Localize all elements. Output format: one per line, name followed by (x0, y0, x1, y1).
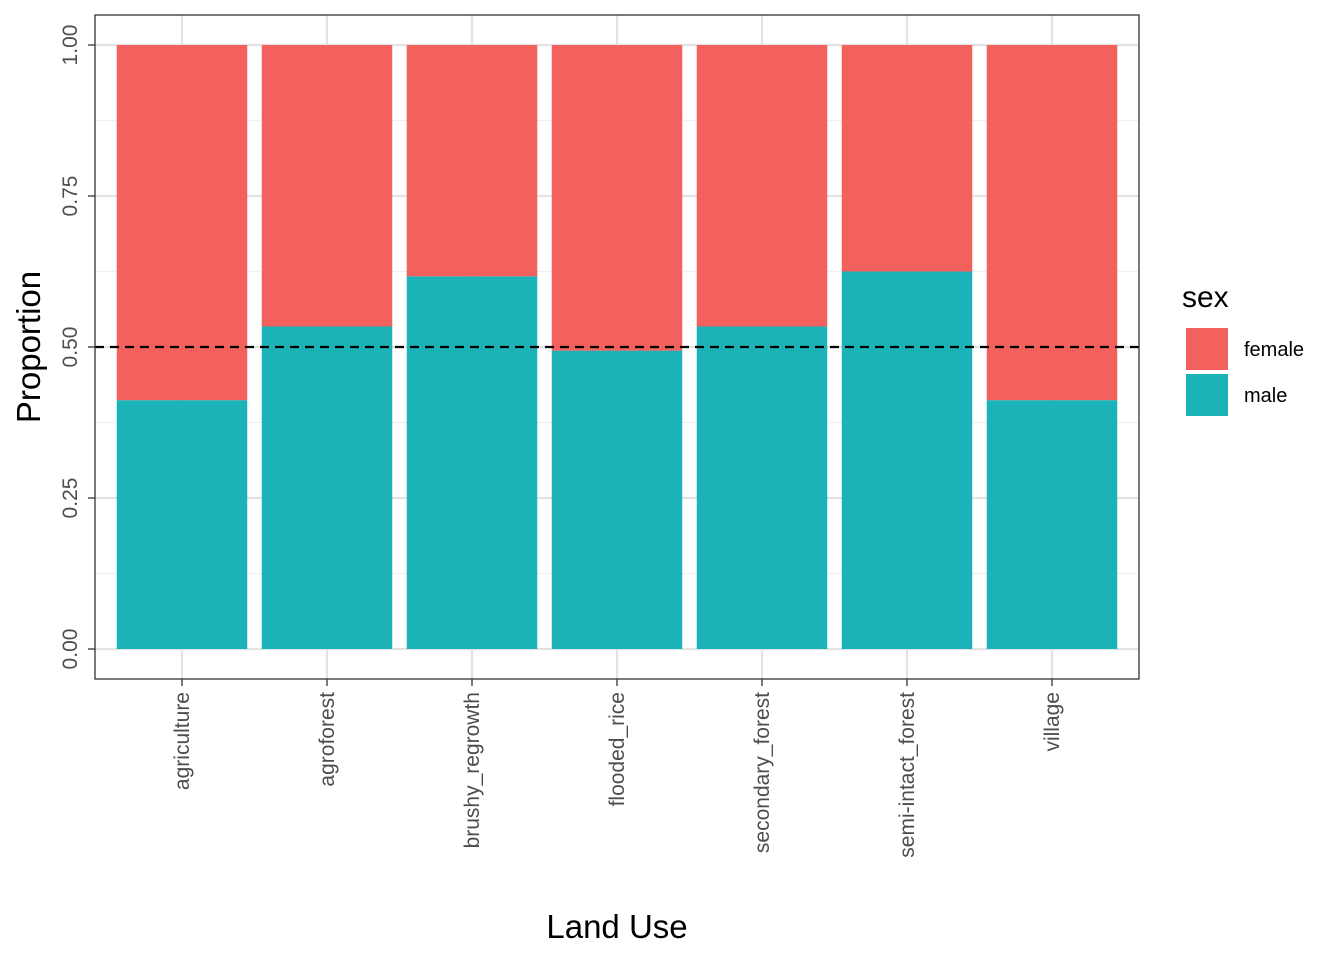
x-tick-label-semi-intact_forest: semi-intact_forest (896, 692, 919, 858)
x-tick-label-village: village (1041, 692, 1064, 752)
y-tick-label: 0.75 (59, 176, 82, 217)
bar-female-village (986, 45, 1118, 401)
bar-female-semi-intact_forest (841, 45, 973, 272)
bar-female-brushy_regrowth (406, 45, 538, 277)
x-axis: agriculture agroforest brushy_regrowth floo… (171, 679, 1064, 858)
legend-key-male (1186, 374, 1228, 416)
y-axis: 0.00 0.25 0.50 0.75 1.00 (59, 25, 95, 670)
y-tick-label: 0.50 (59, 327, 82, 368)
bar-male-semi-intact_forest (841, 271, 973, 649)
bar-male-secondary_forest (696, 326, 828, 649)
bar-female-flooded_rice (551, 45, 683, 351)
x-tick-label-agriculture: agriculture (171, 692, 194, 790)
legend-key-female (1186, 328, 1228, 370)
bar-male-flooded_rice (551, 350, 683, 649)
bar-male-brushy_regrowth (406, 276, 538, 649)
bar-male-agroforest (261, 326, 393, 649)
bar-female-agroforest (261, 45, 393, 327)
bar-male-agriculture (116, 400, 248, 649)
legend-title: sex (1182, 281, 1229, 314)
x-tick-label-brushy_regrowth: brushy_regrowth (461, 692, 484, 848)
x-tick-label-flooded_rice: flooded_rice (606, 692, 629, 806)
y-axis-title: Proportion (10, 271, 47, 423)
x-tick-label-agroforest: agroforest (316, 692, 339, 787)
y-tick-label: 0.25 (59, 478, 82, 519)
legend-label-male: male (1244, 385, 1287, 407)
x-axis-title: Land Use (546, 908, 687, 945)
y-tick-label: 1.00 (59, 25, 82, 66)
bar-female-secondary_forest (696, 45, 828, 327)
bar-female-agriculture (116, 45, 248, 401)
y-tick-label: 0.00 (59, 629, 82, 670)
bars (116, 45, 1118, 649)
bar-male-village (986, 400, 1118, 649)
legend-label-female: female (1244, 339, 1304, 361)
x-tick-label-secondary_forest: secondary_forest (751, 692, 774, 853)
legend: sex female male (1182, 281, 1304, 416)
